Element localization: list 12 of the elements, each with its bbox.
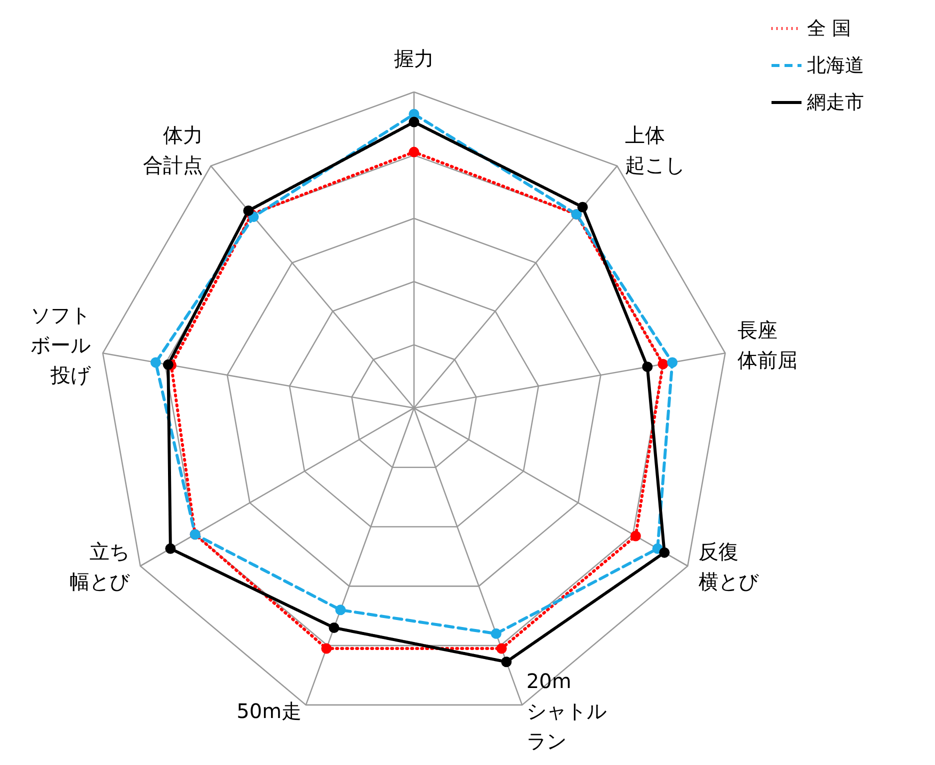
legend-label: 全 国 [807, 18, 852, 40]
legend-label: 網走市 [806, 92, 864, 114]
spoke-label: 50m走 [236, 698, 302, 723]
spoke-label: 体力合計点 [142, 123, 203, 178]
spoke-label: 立ち幅とび [69, 539, 130, 594]
legend-label: 北海道 [807, 54, 864, 76]
spoke-label: 上体起こし [625, 123, 686, 178]
spoke-label: 長座体前屈 [738, 318, 798, 372]
spoke-label: 20mシャトルラン [526, 668, 606, 753]
spoke-label: 握力 [394, 46, 434, 70]
spoke-label: ソフトボール投げ [30, 302, 92, 387]
spoke-label: 反復横とび [698, 539, 760, 594]
